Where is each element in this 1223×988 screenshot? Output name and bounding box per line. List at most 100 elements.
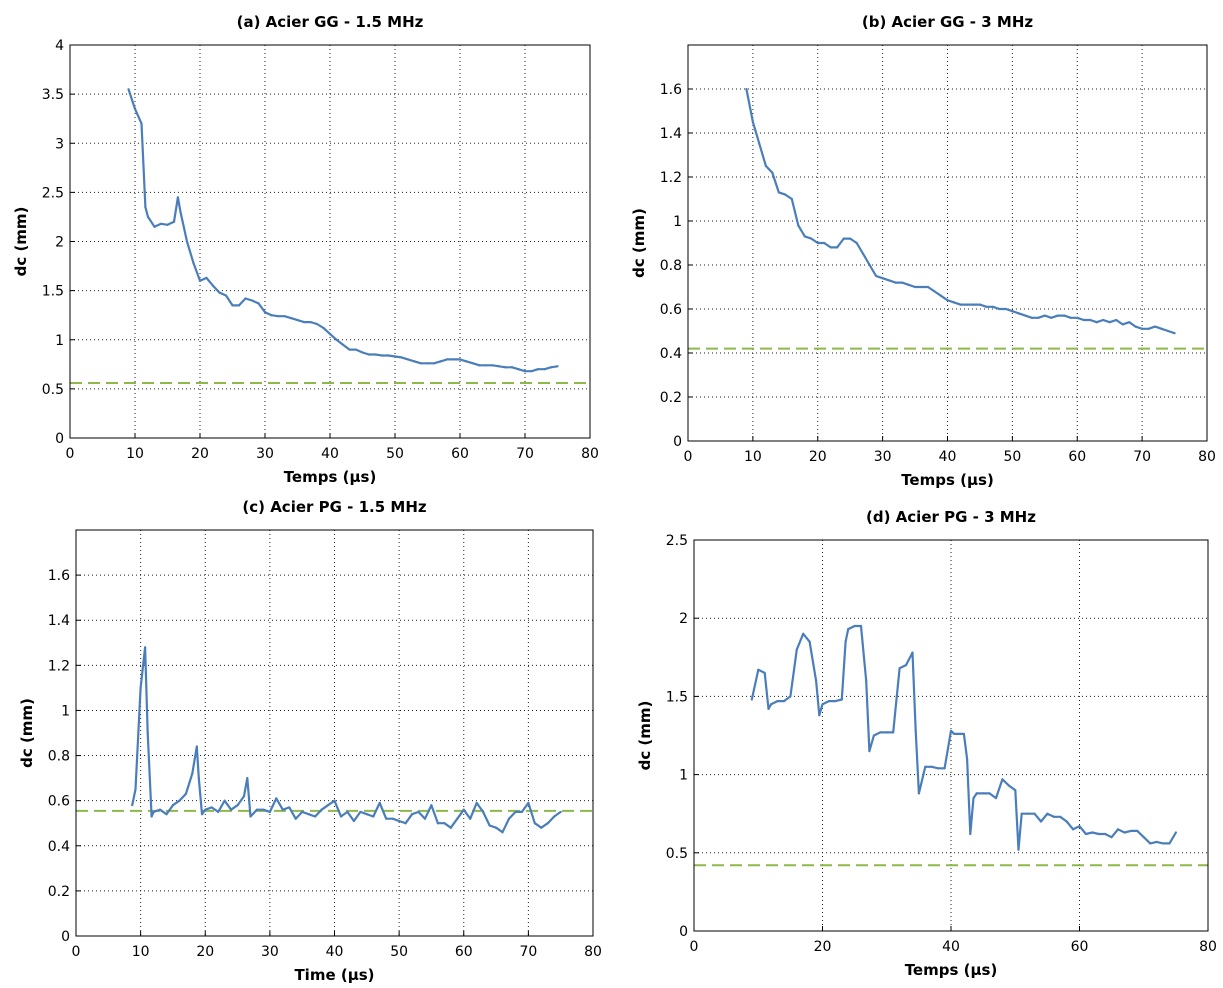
data-point <box>1121 323 1124 326</box>
data-point <box>482 810 485 814</box>
data-point <box>1136 829 1139 833</box>
x-tick-label: 80 <box>584 944 602 960</box>
data-point <box>1052 815 1055 818</box>
data-point <box>1059 815 1062 818</box>
data-point <box>385 817 388 820</box>
data-point <box>423 817 427 820</box>
data-point <box>302 320 306 324</box>
data-point <box>443 822 446 825</box>
data-point <box>242 795 246 798</box>
data-point <box>301 810 304 814</box>
data-point <box>140 122 143 125</box>
data-point <box>139 686 142 689</box>
panel-b: (b) Acier GG - 3 MHz Temps (µs) dc (mm) … <box>630 13 1216 489</box>
y-tick-label: 1.4 <box>660 126 682 142</box>
data-point <box>367 353 371 356</box>
data-point <box>1174 831 1177 834</box>
x-tick-label: 30 <box>261 944 279 960</box>
data-point <box>178 799 181 802</box>
data-point <box>257 302 260 305</box>
data-point <box>771 171 774 174</box>
y-tick-label: 3 <box>55 136 64 152</box>
data-point <box>834 699 837 703</box>
data-point <box>1115 318 1118 322</box>
data-point <box>926 285 930 289</box>
data-point <box>553 815 556 818</box>
data-point <box>218 291 221 294</box>
data-point <box>790 197 793 201</box>
data-point <box>1004 307 1007 311</box>
data-point <box>1007 784 1010 787</box>
data-point <box>913 285 917 289</box>
data-point <box>1089 318 1092 322</box>
data-point <box>920 285 923 289</box>
data-point <box>862 252 865 256</box>
data-point <box>1173 332 1176 335</box>
data-point <box>758 142 761 146</box>
data-point <box>165 813 168 816</box>
x-tick-label: 0 <box>66 446 75 462</box>
x-tick-label: 60 <box>1068 449 1086 465</box>
data-point <box>204 808 207 811</box>
y-tick-label: 4 <box>55 38 64 54</box>
data-point <box>1050 316 1053 319</box>
data-point <box>847 628 850 631</box>
data-point <box>430 804 433 807</box>
data-point <box>1001 778 1004 781</box>
data-point <box>1091 831 1094 834</box>
data-point <box>1141 327 1144 330</box>
data-point <box>982 792 985 795</box>
data-point <box>320 808 323 811</box>
data-point <box>452 358 455 361</box>
data-point <box>782 699 786 703</box>
x-tick-label: 0 <box>690 939 699 955</box>
data-point <box>894 281 897 284</box>
data-point <box>1069 316 1072 319</box>
data-point <box>326 804 330 807</box>
panel-d: (d) Acier PG - 3 MHz Temps (µs) dc (mm) … <box>636 508 1217 979</box>
data-point <box>275 797 278 800</box>
x-tick-label: 40 <box>939 449 957 465</box>
x-tick-label: 20 <box>809 449 827 465</box>
y-tick-label: 0.8 <box>660 258 682 274</box>
data-point <box>314 815 317 818</box>
data-point <box>514 810 517 814</box>
data-point <box>131 804 134 807</box>
data-point <box>1108 321 1111 324</box>
y-tick-label: 1 <box>55 333 64 349</box>
data-point <box>1161 842 1165 845</box>
data-point <box>1020 812 1023 815</box>
x-axis-label: Temps (µs) <box>284 468 377 486</box>
data-point <box>497 365 501 368</box>
y-axis-label: dc (mm) <box>636 701 654 771</box>
data-point <box>501 831 504 834</box>
data-point <box>1039 820 1043 823</box>
data-point <box>859 624 863 628</box>
data-point <box>146 731 149 735</box>
y-tick-label: 0.5 <box>666 846 688 862</box>
data-point <box>456 817 459 820</box>
y-axis-label: dc (mm) <box>630 208 648 278</box>
data-point <box>985 305 988 308</box>
data-point <box>378 801 381 805</box>
data-point <box>144 646 147 649</box>
y-tick-label: 2 <box>55 235 64 251</box>
data-point <box>536 368 540 371</box>
plot-border <box>687 44 1208 442</box>
data-point <box>211 284 215 287</box>
y-tick-label: 0 <box>673 434 682 450</box>
x-tick-label: 10 <box>132 944 150 960</box>
y-tick-label: 3.5 <box>42 87 64 103</box>
x-tick-label: 70 <box>1133 449 1151 465</box>
data-point <box>972 796 975 800</box>
data-point <box>914 729 917 732</box>
panel-title: (a) Acier GG - 1.5 MHz <box>237 13 424 31</box>
data-point <box>1033 812 1036 815</box>
data-point <box>1104 832 1107 836</box>
data-point <box>1065 820 1068 823</box>
data-point <box>814 679 818 682</box>
data-point <box>192 262 195 265</box>
data-point <box>191 772 194 775</box>
data-point <box>171 804 175 807</box>
data-point <box>1017 312 1020 315</box>
